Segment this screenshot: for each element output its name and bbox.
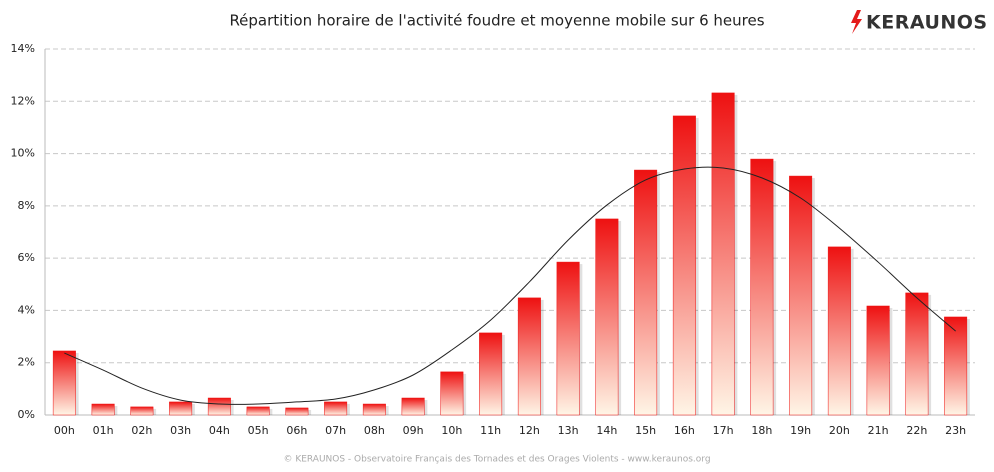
bar — [207, 397, 231, 416]
y-tick-label: 4% — [18, 303, 35, 316]
x-tick-label: 04h — [209, 424, 230, 437]
x-tick-label: 14h — [596, 424, 617, 437]
bar — [324, 401, 348, 416]
bar — [362, 403, 386, 416]
x-tick-label: 05h — [248, 424, 269, 437]
x-tick-label: 11h — [480, 424, 501, 437]
bar — [479, 332, 503, 416]
y-tick-label: 12% — [11, 94, 35, 107]
bar — [634, 169, 658, 416]
bar — [672, 115, 696, 416]
bar — [711, 92, 735, 416]
y-tick-label: 0% — [18, 408, 35, 421]
bar — [944, 316, 968, 416]
x-tick-label: 07h — [325, 424, 346, 437]
x-tick-label: 20h — [829, 424, 850, 437]
x-tick-label: 01h — [93, 424, 114, 437]
y-tick-label: 6% — [18, 251, 35, 264]
x-tick-label: 08h — [364, 424, 385, 437]
bar — [130, 406, 154, 416]
y-tick-label: 14% — [11, 42, 35, 55]
x-tick-label: 17h — [713, 424, 734, 437]
bar — [517, 297, 541, 416]
x-tick-label: 19h — [790, 424, 811, 437]
bar — [52, 350, 76, 416]
footer: © KERAUNOS - Observatoire Français des T… — [283, 455, 710, 465]
bar — [595, 218, 619, 416]
x-tick-label: 13h — [558, 424, 579, 437]
x-tick-label: 22h — [906, 424, 927, 437]
x-tick-label: 09h — [403, 424, 424, 437]
bar — [827, 246, 851, 416]
bar — [246, 406, 270, 416]
y-tick-label: 10% — [11, 147, 35, 160]
bar — [401, 397, 425, 416]
x-tick-label: 03h — [170, 424, 191, 437]
bar — [866, 305, 890, 416]
moving-average-line — [64, 166, 956, 405]
x-tick-label: 02h — [131, 424, 152, 437]
x-tick-label: 10h — [441, 424, 462, 437]
logo-text: KERAUNOS — [866, 12, 988, 34]
bar — [789, 175, 813, 416]
x-tick-label: 06h — [286, 424, 307, 437]
x-tick-label: 21h — [868, 424, 889, 437]
bar — [285, 407, 309, 416]
y-tick-label: 8% — [18, 199, 35, 212]
bar — [556, 261, 580, 416]
y-tick-label: 2% — [18, 356, 35, 369]
x-tick-label: 12h — [519, 424, 540, 437]
bar — [440, 371, 464, 416]
x-tick-label: 00h — [54, 424, 75, 437]
bar — [905, 292, 929, 416]
logo-icon — [851, 10, 862, 34]
bar — [750, 158, 774, 416]
x-tick-label: 16h — [674, 424, 695, 437]
x-tick-label: 18h — [751, 424, 772, 437]
bar — [91, 403, 115, 416]
x-tick-label: 23h — [945, 424, 966, 437]
x-tick-label: 15h — [635, 424, 656, 437]
chart-title: Répartition horaire de l'activité foudre… — [229, 12, 764, 30]
bar — [169, 401, 193, 416]
